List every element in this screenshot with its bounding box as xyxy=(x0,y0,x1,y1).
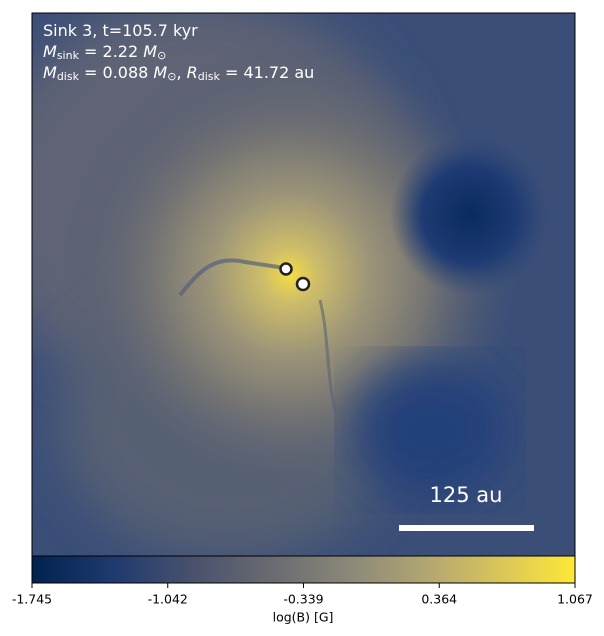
colorbar xyxy=(31,555,576,584)
annotation-part: sink xyxy=(57,49,80,62)
annotation-part: = 41.72 au xyxy=(220,63,314,82)
annotation-part: M xyxy=(43,42,57,61)
annotation-line: Msink = 2.22 M⊙ xyxy=(43,42,166,63)
colorbar-tick-label: 0.364 xyxy=(421,592,457,607)
annotation-part: disk xyxy=(57,70,80,83)
annotation-line: Sink 3, t=105.7 kyr xyxy=(43,21,198,40)
annotation-part: M xyxy=(143,42,157,61)
annotation-part: = 2.22 xyxy=(79,42,143,61)
annotation-part: Sink 3, t=105.7 kyr xyxy=(43,21,198,40)
colorbar-tick-label: 1.067 xyxy=(557,592,593,607)
sink-particle xyxy=(279,262,293,276)
scale-bar xyxy=(399,525,534,531)
sink-particle xyxy=(295,276,311,292)
annotation-part: , xyxy=(176,63,186,82)
annotation-part: M xyxy=(153,63,167,82)
colorbar-label: log(B) [G] xyxy=(273,610,334,625)
annotation-part: ⊙ xyxy=(167,70,176,83)
annotation-line: Mdisk = 0.088 M⊙, Rdisk = 41.72 au xyxy=(43,63,314,84)
colorbar-tick-label: -1.745 xyxy=(12,592,52,607)
field-map xyxy=(32,13,575,556)
annotation-part: ⊙ xyxy=(157,49,166,62)
annotation-part: disk xyxy=(198,70,221,83)
annotation-part: = 0.088 xyxy=(79,63,153,82)
colorbar-ticks: -1.745 -1.042 -0.339 0.364 1.067 xyxy=(12,583,593,607)
annotation-part: R xyxy=(187,63,198,82)
scale-bar-label: 125 au xyxy=(430,483,503,507)
colorbar-tick-label: -1.042 xyxy=(148,592,188,607)
colorbar-tick-label: -0.339 xyxy=(283,592,323,607)
annotation-part: M xyxy=(43,63,57,82)
